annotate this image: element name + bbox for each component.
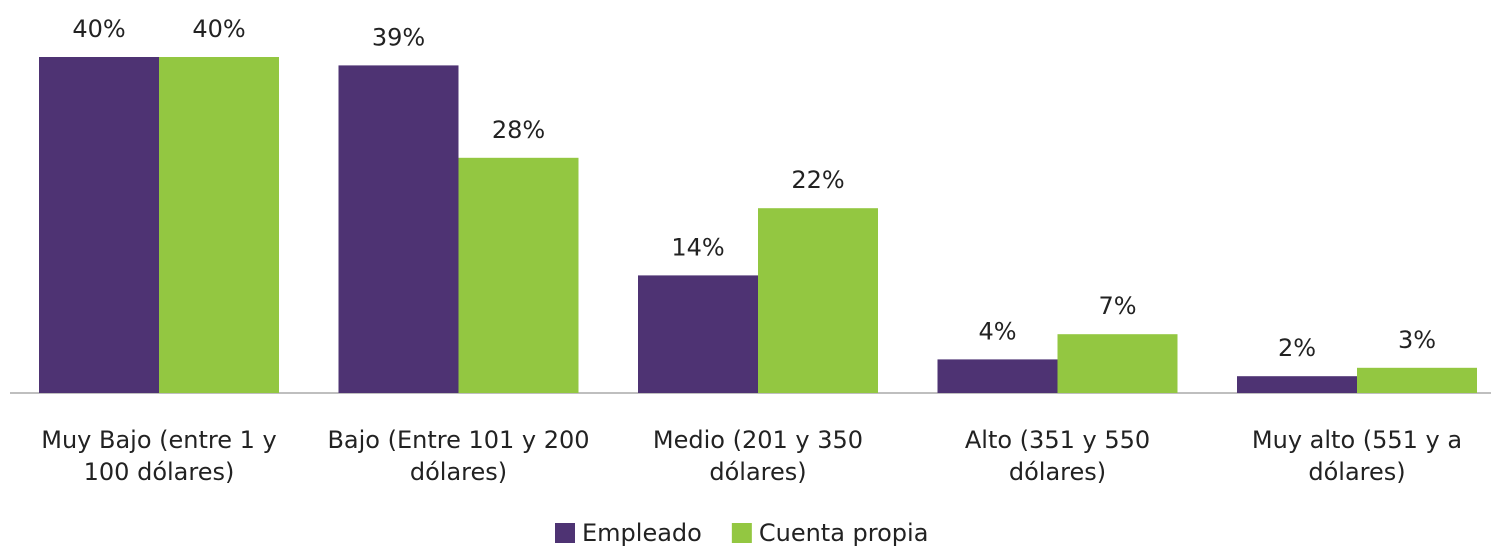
x-tick-label: Medio (201 y 350 dólares) bbox=[652, 426, 864, 486]
data-label: 28% bbox=[492, 116, 545, 144]
x-tick-label: Muy alto (551 y a dólares) bbox=[1251, 426, 1463, 486]
legend-label: Cuenta propia bbox=[759, 519, 929, 547]
data-label: 22% bbox=[791, 166, 844, 194]
legend-label: Empleado bbox=[582, 519, 702, 547]
bar bbox=[937, 359, 1058, 393]
data-label: 39% bbox=[372, 23, 425, 51]
bar bbox=[458, 157, 579, 393]
data-label: 7% bbox=[1098, 292, 1136, 320]
x-tick-label: Alto (351 y 550 dólares) bbox=[964, 426, 1151, 486]
x-tick-label: Bajo (Entre 101 y 200 dólares) bbox=[327, 426, 590, 486]
x-tick-label: Muy Bajo (entre 1 y 100 dólares) bbox=[41, 426, 277, 486]
bar bbox=[1357, 367, 1477, 393]
bar bbox=[338, 65, 459, 394]
bar bbox=[159, 57, 279, 393]
legend-swatch bbox=[731, 523, 752, 543]
data-label: 40% bbox=[72, 15, 125, 43]
legend-swatch bbox=[555, 523, 575, 543]
data-label: 14% bbox=[671, 233, 724, 261]
data-label: 40% bbox=[192, 15, 245, 43]
data-label: 4% bbox=[978, 317, 1016, 345]
bar bbox=[39, 57, 159, 393]
data-label: 3% bbox=[1398, 326, 1436, 354]
bar bbox=[1237, 376, 1357, 393]
data-label: 2% bbox=[1278, 334, 1316, 362]
bar bbox=[1057, 334, 1178, 393]
bar bbox=[638, 275, 758, 393]
bar bbox=[758, 208, 878, 393]
